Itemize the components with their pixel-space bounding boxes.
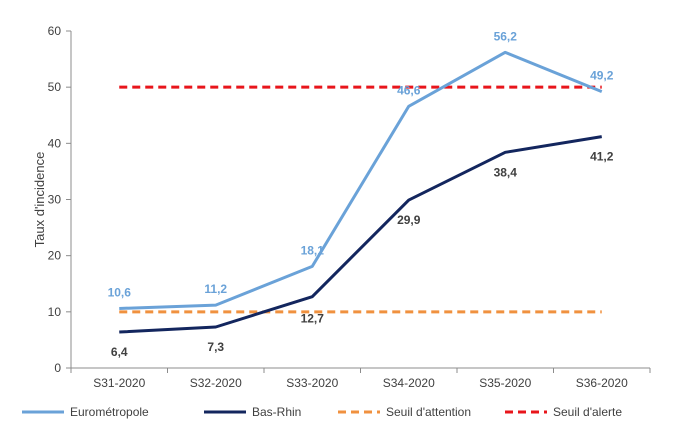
data-label-bas-rhin: 41,2 [590, 150, 614, 164]
series-line-eurometropole [119, 50, 603, 310]
y-tick-label: 40 [48, 136, 62, 150]
data-label-eurometropole: 10,6 [108, 285, 132, 299]
y-tick-label: 60 [48, 24, 62, 38]
legend-label: Seuil d'alerte [553, 405, 622, 419]
series-lines [119, 50, 603, 334]
y-axis-label: Taux d'incidence [32, 152, 47, 248]
y-tick-label: 20 [48, 249, 62, 263]
x-tick-label: S31-2020 [93, 376, 145, 390]
y-tick-labels: 0 10 20 30 40 50 60 [48, 24, 62, 375]
y-tick-label: 50 [48, 80, 62, 94]
y-tick-label: 30 [48, 193, 62, 207]
x-tick-label: S34-2020 [383, 376, 435, 390]
data-label-eurometropole: 49,2 [590, 69, 614, 83]
x-tick-label: S33-2020 [286, 376, 338, 390]
x-tick-label: S35-2020 [479, 376, 531, 390]
data-label-eurometropole: 56,2 [494, 29, 518, 43]
data-label-bas-rhin: 7,3 [207, 340, 224, 354]
y-tick-label: 10 [48, 305, 62, 319]
legend-label: Bas-Rhin [252, 405, 301, 419]
data-label-bas-rhin: 6,4 [111, 345, 128, 359]
data-label-bas-rhin: 29,9 [397, 213, 421, 227]
legend: Eurométropole Bas-Rhin Seuil d'attention Se… [22, 405, 622, 419]
x-tick-label: S32-2020 [190, 376, 242, 390]
x-tick-label: S36-2020 [576, 376, 628, 390]
y-tick-label: 0 [54, 361, 61, 375]
chart-axes [66, 30, 651, 373]
data-label-eurometropole: 18,1 [301, 243, 325, 257]
data-label-eurometropole: 46,6 [397, 83, 421, 97]
data-labels: 10,6 11,2 18,1 46,6 56,2 49,2 6,4 7,3 12,7 29,9 38… [108, 29, 614, 359]
x-tick-labels: S31-2020 S32-2020 S33-2020 S34-2020 S35-2020… [93, 376, 628, 390]
legend-label: Seuil d'attention [386, 405, 471, 419]
data-label-bas-rhin: 12,7 [301, 312, 325, 326]
data-label-eurometropole: 11,2 [204, 282, 227, 296]
series-line-bas-rhin [119, 135, 602, 334]
legend-label: Eurométropole [70, 405, 149, 419]
data-label-bas-rhin: 38,4 [494, 165, 518, 179]
